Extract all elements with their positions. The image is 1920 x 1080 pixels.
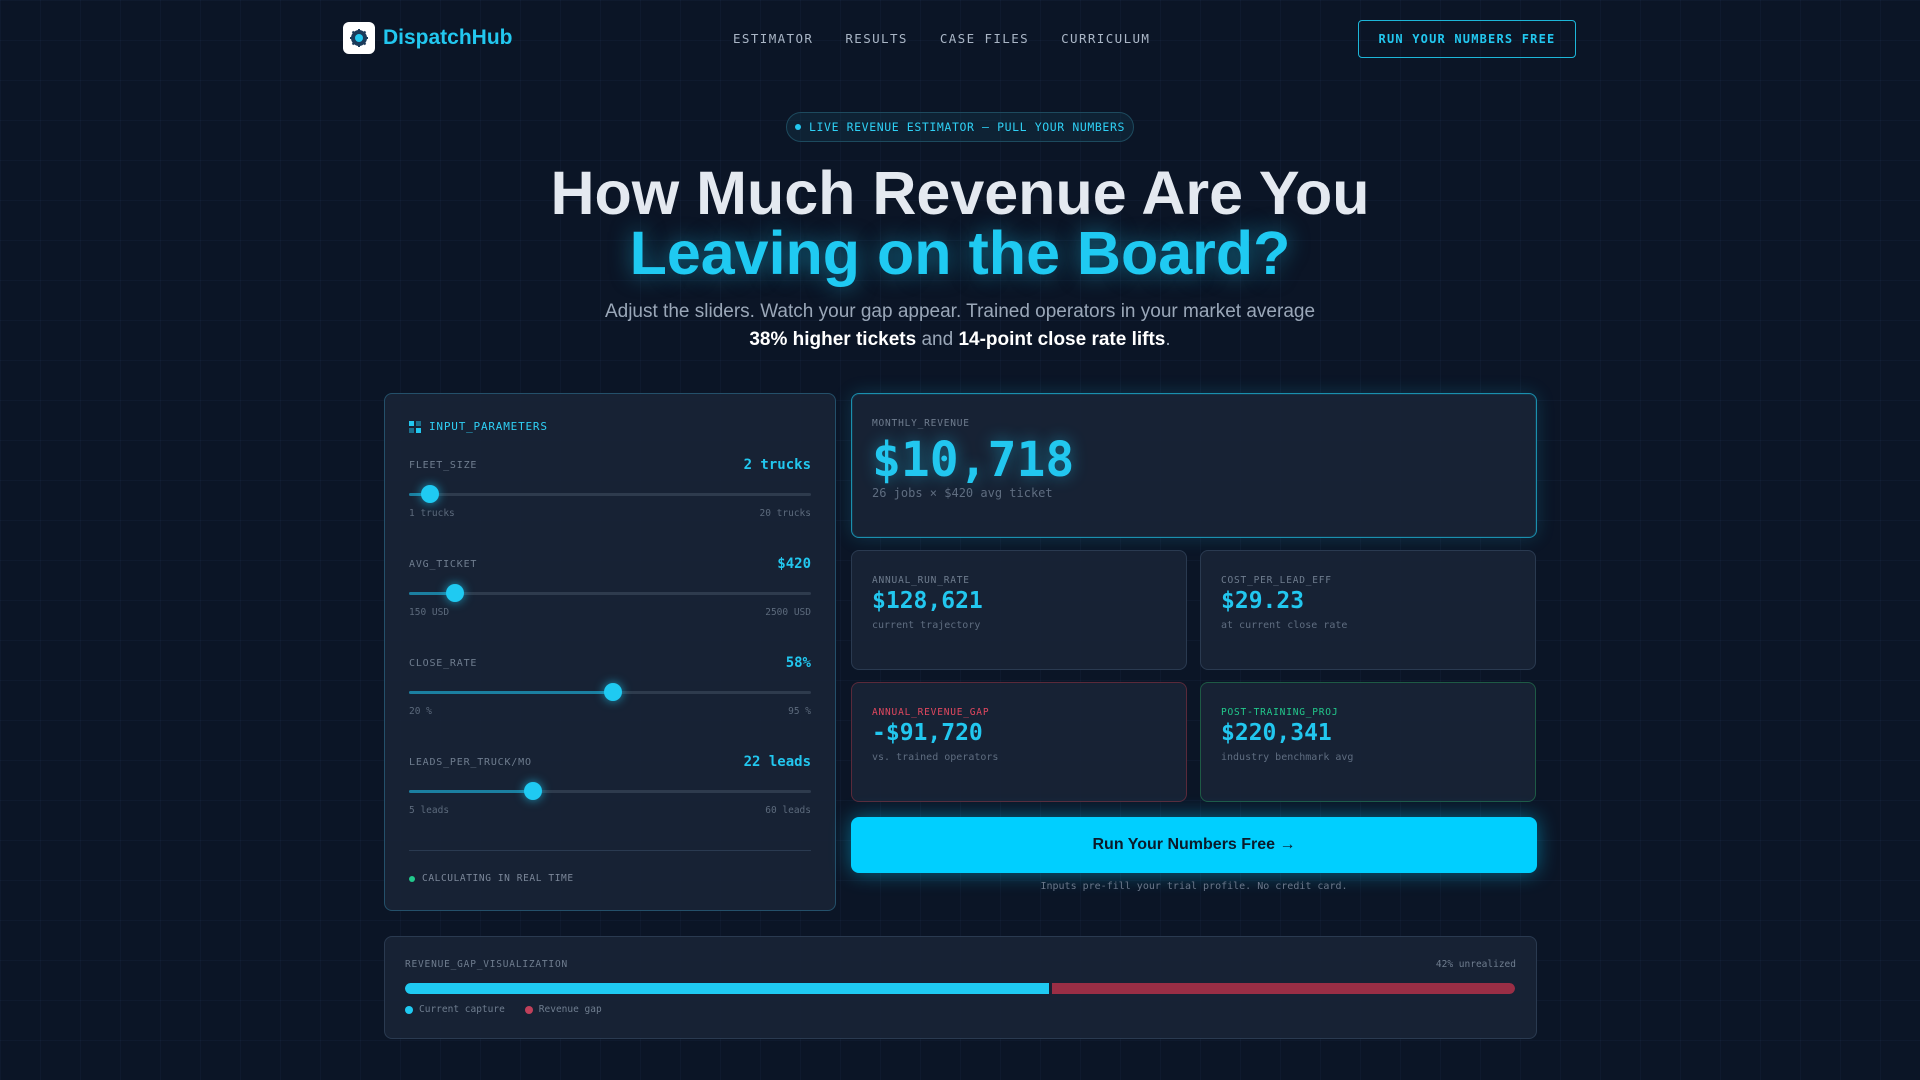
logo-icon [343,22,375,54]
card-value: $29.23 [1221,588,1305,614]
logo-text: DispatchHub [383,26,513,49]
card-label: ANNUAL_RUN_RATE [872,575,970,586]
monthly-revenue-card: MONTHLY_REVENUE $10,718 26 jobs × $420 a… [851,393,1537,538]
slider-value: 22 leads [743,754,811,770]
slider-max: 2500 USD [765,607,811,618]
slider-min: 1 trucks [409,508,455,519]
nav-cta-button[interactable]: RUN YOUR NUMBERS FREE [1358,20,1576,58]
slider-min: 20 % [409,706,432,717]
hero-subtitle: Adjust the sliders. Watch your gap appea… [0,298,1920,354]
card-label: COST_PER_LEAD_EFF [1221,575,1332,586]
card-value: $128,621 [872,588,983,614]
slider-thumb[interactable] [603,683,622,701]
live-dot-icon [795,124,801,130]
slider-track[interactable] [409,485,811,503]
subtitle-highlight-close-rate: 14-point close rate lifts [958,329,1166,350]
annual-run-rate-card: ANNUAL_RUN_RATE $128,621 current traject… [851,550,1187,670]
card-note: at current close rate [1221,620,1348,631]
cost-per-lead-card: COST_PER_LEAD_EFF $29.23 at current clos… [1200,550,1536,670]
live-estimator-badge: LIVE REVENUE ESTIMATOR — PULL YOUR NUMBE… [786,112,1134,142]
nav-link-estimator[interactable]: ESTIMATOR [733,31,814,46]
slider-fill [409,691,613,694]
revenue-gap-segment [1051,983,1515,994]
legend-gap-dot-icon [524,1005,533,1014]
slider-label: LEADS_PER_TRUCK/MO [409,757,532,768]
viz-title: REVENUE_GAP_VISUALIZATION [405,959,568,970]
card-note: industry benchmark avg [1221,752,1354,763]
card-label: MONTHLY_REVENUE [872,418,970,429]
card-value: $220,341 [1221,720,1332,746]
slider-thumb[interactable] [524,782,543,800]
annual-revenue-gap-card: ANNUAL_REVENUE_GAP -$91,720 vs. trained … [851,682,1187,802]
nav-link-results[interactable]: RESULTS [845,31,908,46]
slider-max: 60 leads [765,805,811,816]
subtitle-text-and: and [921,329,954,350]
legend-current-dot-icon [405,1005,413,1014]
legend-gap-text: Revenue gap [538,1004,602,1015]
unrealized-percent: 42% unrealized [1435,959,1516,970]
current-capture-segment [405,983,1049,994]
nav-link-case-files[interactable]: CASE FILES [939,31,1030,46]
grid-icon [409,420,421,433]
hero-title-line2: Leaving on the Board? [629,219,1291,287]
card-note: vs. trained operators [872,752,999,763]
card-label: POST-TRAINING_PROJ [1221,707,1339,718]
badge-text: LIVE REVENUE ESTIMATOR — PULL YOUR NUMBE… [809,120,1125,134]
slider-fill [409,493,431,496]
panel-divider [409,850,811,851]
status-text: CALCULATING IN REAL TIME [422,873,574,884]
subtitle-text-end: . [1165,329,1171,350]
slider-label: AVG_TICKET [409,559,478,570]
slider-max: 20 trucks [759,508,811,519]
cta-note: Inputs pre-fill your trial profile. No c… [1040,881,1348,892]
viz-legend: Current capture Revenue gap [405,1004,602,1015]
slider-track[interactable] [409,782,811,800]
slider-track[interactable] [409,584,811,602]
card-note: 26 jobs × $420 avg ticket [872,486,1053,500]
slider-value: 58% [785,655,811,671]
card-note: current trajectory [872,620,981,631]
slider-label: FLEET_SIZE [409,460,478,471]
slider-value: $420 [777,556,811,572]
input-parameters-panel: INPUT_PARAMETERS FLEET_SIZE 2 trucks 1 t… [384,393,836,911]
top-nav: DispatchHub ESTIMATOR RESULTS CASE FILES… [0,20,1920,60]
post-training-projection-card: POST-TRAINING_PROJ $220,341 industry ben… [1200,682,1536,802]
slider-thumb[interactable] [421,485,440,503]
slider-min: 150 USD [409,607,450,618]
legend-gap: Revenue gap [524,1004,602,1015]
status-dot-icon [409,875,415,882]
nav-link-curriculum[interactable]: CURRICULUM [1061,31,1151,46]
run-numbers-button[interactable]: Run Your Numbers Free → [851,817,1537,873]
subtitle-text-1: Adjust the sliders. Watch your gap appea… [604,301,1316,322]
card-value: -$91,720 [872,720,983,746]
slider-max: 95 % [788,706,811,717]
subtitle-highlight-tickets: 38% higher tickets [749,329,917,350]
revenue-gap-visualization: REVENUE_GAP_VISUALIZATION 42% unrealized… [384,936,1537,1039]
slider-value: 2 trucks [743,457,811,473]
realtime-status: CALCULATING IN REAL TIME [409,873,574,884]
slider-min: 5 leads [409,805,450,816]
slider-thumb[interactable] [446,584,465,602]
slider-fill [409,790,534,793]
logo[interactable]: DispatchHub [343,22,513,54]
revenue-gap-bar [405,983,1515,994]
slider-label: CLOSE_RATE [409,658,478,669]
slider-fill [409,592,456,595]
card-label: ANNUAL_REVENUE_GAP [872,707,990,718]
hero-title-line1: How Much Revenue Are You [550,159,1370,227]
slider-track[interactable] [409,683,811,701]
legend-current: Current capture [405,1004,505,1015]
nav-links: ESTIMATOR RESULTS CASE FILES CURRICULUM [733,31,1150,46]
panel-title-text: INPUT_PARAMETERS [429,420,548,433]
panel-title: INPUT_PARAMETERS [409,420,548,433]
legend-current-text: Current capture [419,1004,505,1015]
card-value: $10,718 [872,432,1075,488]
